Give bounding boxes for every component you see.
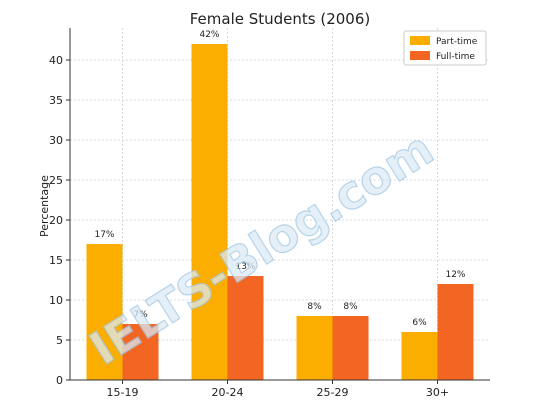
y-axis-label: Percentage <box>38 175 51 237</box>
chart-title: Female Students (2006) <box>190 10 371 28</box>
data-label: 7% <box>133 310 148 320</box>
legend-swatch-part-time <box>410 36 430 45</box>
data-labels: 17% 7% 42% 13% 8% 8% 6% 12% <box>94 30 465 328</box>
x-tick-label: 15-19 <box>107 386 139 399</box>
x-tick-label: 30+ <box>426 386 449 399</box>
data-label: 17% <box>94 230 114 240</box>
x-tick-label: 20-24 <box>212 386 244 399</box>
legend-label-full-time: Full-time <box>436 52 475 62</box>
legend: Part-time Full-time <box>403 30 487 66</box>
data-label: 8% <box>343 302 358 312</box>
y-tick-label: 5 <box>56 334 63 347</box>
y-tick-label: 40 <box>49 54 63 67</box>
y-tick-label: 35 <box>49 94 63 107</box>
bar-part-time-30+ <box>401 332 438 380</box>
bar-part-time-25-29 <box>296 316 333 380</box>
y-tick-label: 0 <box>56 374 63 387</box>
bar-full-time-20-24 <box>227 276 264 380</box>
axes <box>69 28 490 381</box>
tick-labels: 0 5 10 15 20 25 30 35 40 15-19 20-24 25-29 30+ <box>49 54 449 399</box>
legend-label-part-time: Part-time <box>436 37 478 47</box>
y-tick-label: 20 <box>49 214 63 227</box>
bar-full-time-15-19 <box>122 324 159 380</box>
bar-full-time-25-29 <box>332 316 369 380</box>
y-tick-label: 25 <box>49 174 63 187</box>
bar-part-time-15-19 <box>86 244 123 380</box>
y-tick-label: 15 <box>49 254 63 267</box>
bar-part-time-20-24 <box>191 44 228 380</box>
y-tick-label: 30 <box>49 134 63 147</box>
data-label: 6% <box>412 318 427 328</box>
bar-full-time-30+ <box>437 284 474 380</box>
legend-swatch-full-time <box>410 51 430 60</box>
data-label: 42% <box>199 30 219 40</box>
bars <box>86 44 474 380</box>
data-label: 8% <box>307 302 322 312</box>
x-tick-label: 25-29 <box>317 386 349 399</box>
data-label: 13% <box>235 262 255 272</box>
data-label: 12% <box>445 270 465 280</box>
y-tick-label: 10 <box>49 294 63 307</box>
